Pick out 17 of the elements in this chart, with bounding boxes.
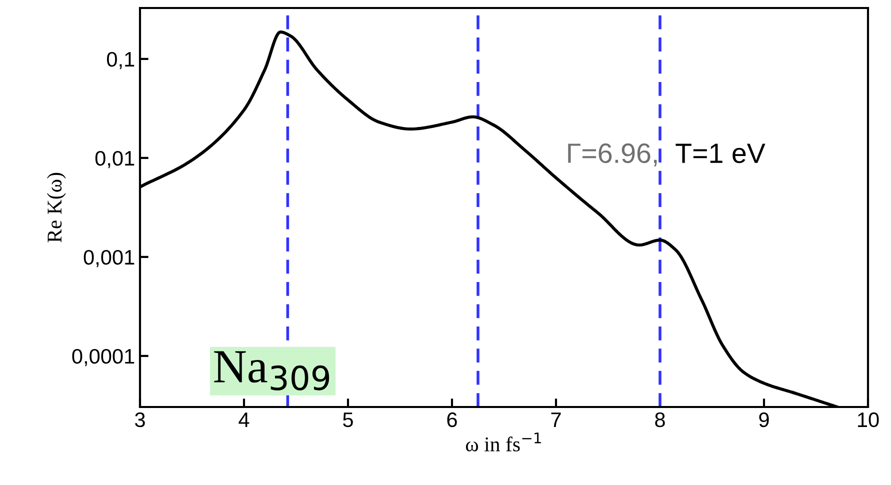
x-axis-title: ω in fs$^{−1}$ [466, 432, 541, 452]
x-tick-label: 7 [551, 412, 561, 427]
y-tick-label: 0,0001 [72, 348, 134, 366]
x-tick-label: 4 [238, 412, 250, 427]
y-axis-title: Re K(ω) [46, 172, 66, 242]
x-tick-label: 5 [343, 412, 353, 428]
annotation: Γ=6.96, [568, 143, 657, 166]
y-tick-label: 0,1 [106, 52, 134, 70]
annotation: T=1 eV [676, 144, 766, 164]
annotation: Na$_{309}$ [214, 351, 330, 390]
x-tick-label: 8 [655, 412, 665, 428]
y-tick-label: 0,001 [84, 250, 134, 268]
x-tick-label: 10 [858, 412, 879, 428]
x-tick-label: 9 [759, 412, 769, 428]
x-tick-label: 6 [447, 412, 457, 428]
x-tick-label: 3 [135, 412, 145, 428]
y-tick-label: 0,01 [95, 150, 134, 168]
